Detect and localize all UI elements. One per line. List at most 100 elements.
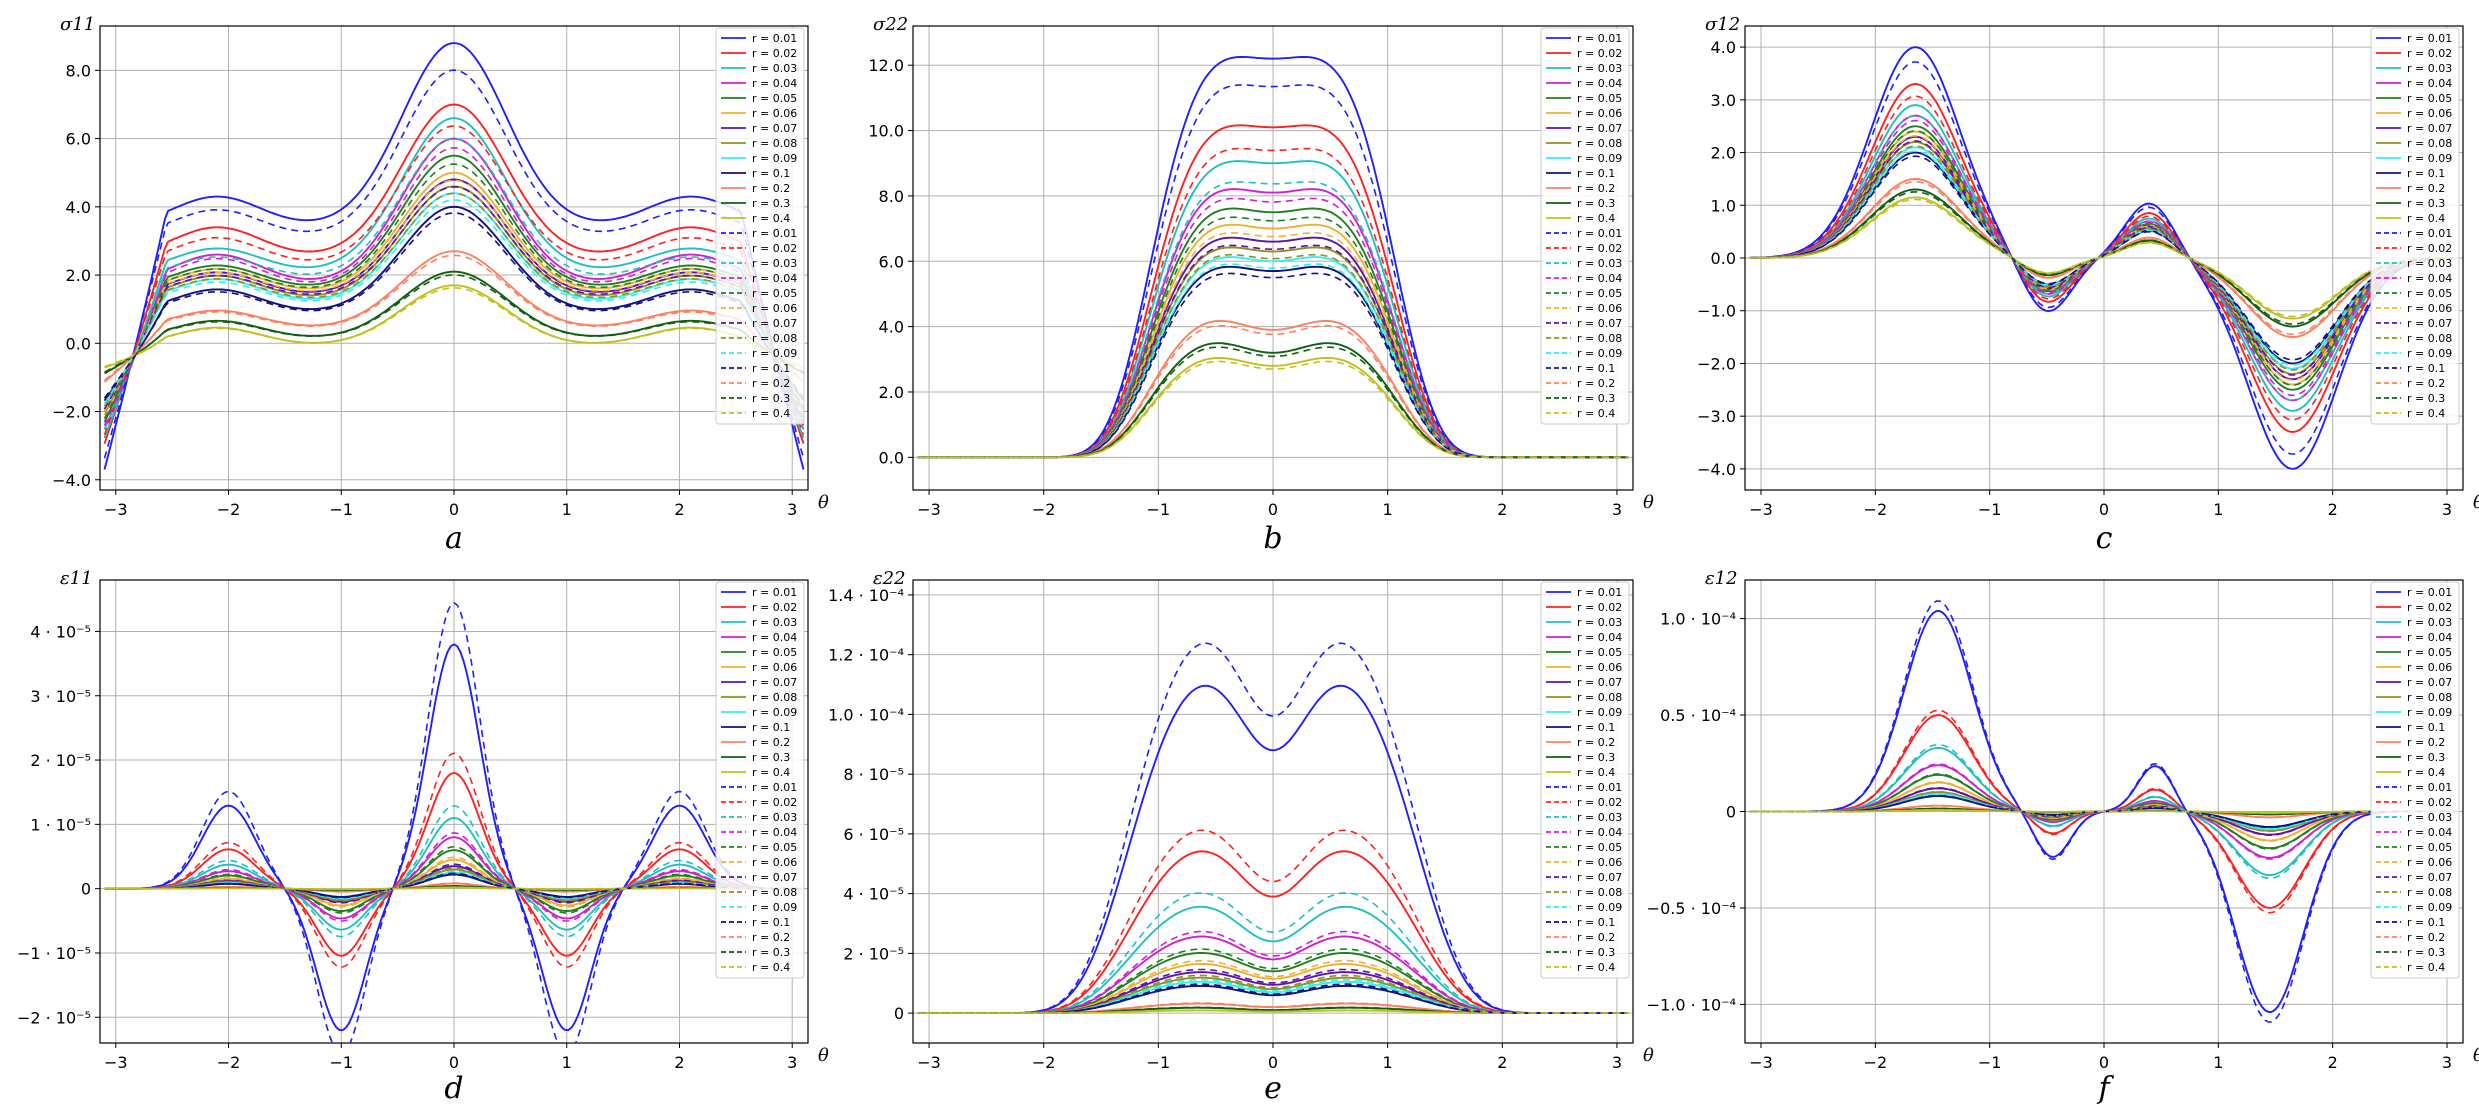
legend-label: r = 0.06 — [2407, 107, 2452, 120]
series-group — [1749, 600, 2459, 1023]
y-tick-label: 0.0 — [879, 448, 904, 467]
series-line-r0.1-dashed — [103, 212, 805, 399]
y-tick-label: 8.0 — [879, 187, 904, 206]
panel-b: −3 −2 −1 0 1 2 3 0.0 2.0 4.0 6.0 8.0 10.0 12.0 σ22 θ b r … — [868, 14, 1654, 556]
series-line-r0.3-dashed — [1749, 191, 2459, 325]
legend-label: r = 0.1 — [1577, 167, 1615, 180]
x-tick-label: −2 — [1864, 1053, 1888, 1072]
legend-label: r = 0.02 — [2407, 601, 2452, 614]
legend-label: r = 0.3 — [752, 197, 790, 210]
x-tick-label: 3 — [1612, 1053, 1622, 1072]
legend-label: r = 0.07 — [1577, 871, 1622, 884]
series-line-r0.09-dashed — [917, 263, 1629, 459]
y-tick-label: 1.0 · 10⁻⁴ — [1660, 610, 1736, 629]
legend-label: r = 0.06 — [2407, 856, 2452, 869]
legend-label: r = 0.04 — [752, 272, 797, 285]
y-tick-label: −2.0 — [1697, 354, 1736, 373]
legend-label: r = 0.2 — [2407, 931, 2445, 944]
series-line-r0.04-solid — [104, 836, 804, 920]
y-tick-label: 1.4 · 10⁻⁴ — [828, 586, 904, 605]
x-axis-label: θ — [818, 492, 829, 513]
y-tick-label: 3 · 10⁻⁵ — [30, 687, 91, 706]
y-tick-label: 0 — [1726, 803, 1736, 822]
x-tick-label: 0 — [2099, 500, 2109, 519]
legend-label: r = 0.09 — [1577, 152, 1622, 165]
legend-label: r = 0.1 — [1577, 721, 1615, 734]
legend-label: r = 0.04 — [2407, 631, 2452, 644]
y-tick-label: 0.5 · 10⁻⁴ — [1660, 706, 1736, 725]
series-line-r0.02-dashed — [104, 752, 804, 968]
legend-label: r = 0.06 — [1577, 856, 1622, 869]
y-tick-label: −2 · 10⁻⁵ — [17, 1008, 91, 1027]
x-tick-label: 2 — [674, 1053, 684, 1072]
series-line-r0.4-solid — [1749, 196, 2459, 320]
x-tick-label: 0 — [449, 500, 459, 519]
legend-label: r = 0.07 — [2407, 122, 2452, 135]
series-line-r0.3-solid — [104, 270, 804, 375]
legend-label: r = 0.08 — [752, 137, 797, 150]
y-tick-label: 1.0 — [1711, 196, 1736, 215]
series-line-r0.03-dashed — [103, 137, 805, 430]
series-line-r0.4-dashed — [104, 886, 804, 891]
legend-label: r = 0.06 — [2407, 661, 2452, 674]
legend-label: r = 0.03 — [2407, 811, 2452, 824]
series-line-r0.07-dashed — [917, 968, 1629, 1014]
legend-label: r = 0.05 — [1577, 646, 1622, 659]
legend-label: r = 0.2 — [2407, 736, 2445, 749]
y-tick-label: 4.0 — [66, 198, 91, 217]
series-group — [917, 56, 1629, 459]
x-tick-label: 2 — [2328, 1053, 2338, 1072]
legend-label: r = 0.05 — [2407, 646, 2452, 659]
legend-label: r = 0.2 — [752, 931, 790, 944]
series-line-r0.02-dashed — [103, 125, 805, 435]
legend-label: r = 0.09 — [752, 152, 797, 165]
legend-label: r = 0.09 — [2407, 152, 2452, 165]
x-axis-label: θ — [1643, 492, 1654, 513]
legend-label: r = 0.02 — [2407, 796, 2452, 809]
series-line-r0.01-solid — [103, 42, 805, 470]
x-tick-label: 0 — [1268, 1053, 1278, 1072]
panel-f: −3 −2 −1 0 1 2 3 −1.0 · 10⁻⁴ −0.5 · 10⁻⁴ 0 0.5 · 1… — [1647, 568, 2479, 1106]
legend-label: r = 0.05 — [752, 841, 797, 854]
legend-label: r = 0.08 — [2407, 691, 2452, 704]
series-line-r0.05-dashed — [103, 163, 805, 419]
series-line-r0.2-dashed — [104, 882, 804, 893]
legend-label: r = 0.3 — [752, 392, 790, 405]
legend-label: r = 0.03 — [752, 616, 797, 629]
legend-label: r = 0.04 — [1577, 631, 1622, 644]
legend-label: r = 0.03 — [1577, 616, 1622, 629]
y-tick-label: 1.2 · 10⁻⁴ — [828, 646, 904, 665]
y-tick-label: −1.0 · 10⁻⁴ — [1647, 995, 1736, 1014]
legend-label: r = 0.09 — [752, 347, 797, 360]
y-tick-label: 1.0 · 10⁻⁴ — [828, 705, 904, 724]
legend-label: r = 0.03 — [2407, 62, 2452, 75]
y-tick-label: 2 · 10⁻⁵ — [843, 944, 904, 963]
x-tick-label: −1 — [1978, 500, 2002, 519]
legend-label: r = 0.04 — [1577, 77, 1622, 90]
x-axis-label: θ — [2473, 492, 2479, 513]
x-tick-label: −2 — [1864, 500, 1888, 519]
legend-label: r = 0.2 — [752, 182, 790, 195]
legend-label: r = 0.05 — [752, 287, 797, 300]
legend-label: r = 0.08 — [752, 332, 797, 345]
legend-label: r = 0.06 — [1577, 107, 1622, 120]
legend-label: r = 0.07 — [1577, 676, 1622, 689]
series-line-r0.05-solid — [104, 849, 804, 912]
x-tick-label: 0 — [2099, 1053, 2109, 1072]
legend-label: r = 0.09 — [2407, 901, 2452, 914]
legend: r = 0.01 r = 0.02 r = 0.03 r = 0.04 r = 0.05… — [2370, 27, 2460, 425]
x-axis-label: θ — [2473, 1045, 2479, 1066]
y-tick-label: −4.0 — [1697, 460, 1736, 479]
legend-label: r = 0.01 — [752, 781, 797, 794]
legend-label: r = 0.3 — [2407, 197, 2445, 210]
x-tick-label: 3 — [1612, 500, 1622, 519]
legend-label: r = 0.06 — [752, 107, 797, 120]
series-line-r0.1-solid — [103, 205, 805, 402]
series-line-r0.03-solid — [104, 816, 804, 931]
y-tick-label: 8.0 — [66, 61, 91, 80]
legend-label: r = 0.02 — [752, 47, 797, 60]
legend-label: r = 0.4 — [2407, 961, 2445, 974]
series-line-r0.02-dashed — [1749, 95, 2459, 421]
panel-e: −3 −2 −1 0 1 2 3 0 2 · 10⁻⁵ 4 · 10⁻⁵ 6 · 10⁻⁵ 8 · 1… — [828, 568, 1654, 1106]
legend-label: r = 0.04 — [1577, 826, 1622, 839]
